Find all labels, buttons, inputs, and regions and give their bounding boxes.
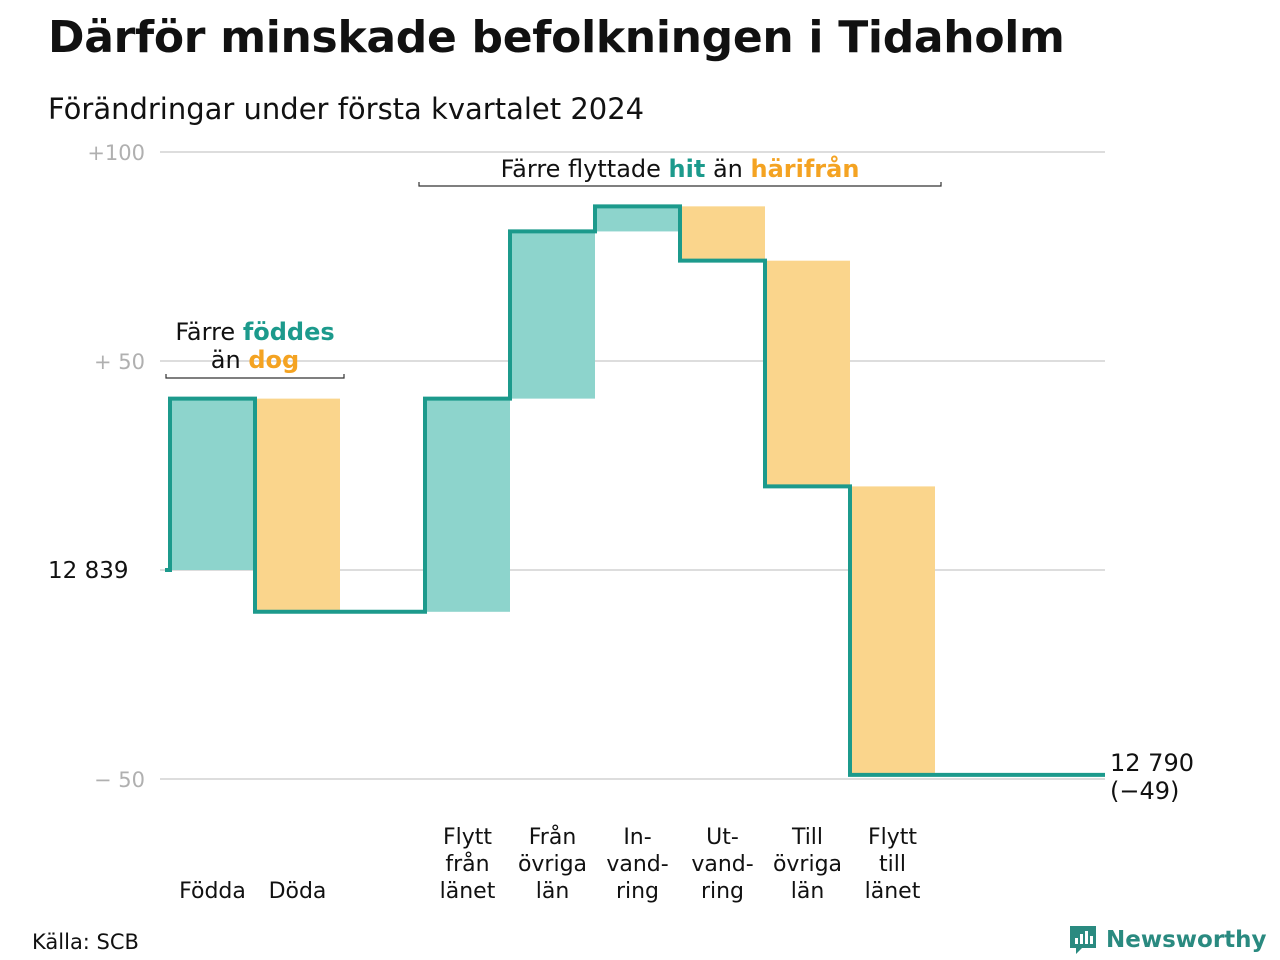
- chart-title: Därför minskade befolkningen i Tidaholm: [48, 12, 1065, 63]
- waterfall-bar: [680, 206, 765, 261]
- annotation-births-vs-deaths: Färre föddes än dog: [175, 318, 334, 374]
- category-label: In-vand-ring: [606, 825, 668, 904]
- waterfall-bar: [510, 231, 595, 399]
- category-label: Ut-vand-ring: [691, 825, 753, 904]
- category-label: Döda: [269, 879, 327, 904]
- waterfall-bar: [425, 398, 510, 612]
- waterfall-bar: [170, 398, 255, 570]
- y-tick-label: +100: [87, 141, 145, 165]
- waterfall-bar: [255, 398, 340, 612]
- cumulative-step-line: [165, 204, 1105, 777]
- waterfall-bar: [595, 206, 680, 232]
- annotation-bracket: [418, 182, 942, 187]
- category-label: Födda: [179, 879, 246, 904]
- y-tick-label: + 50: [94, 350, 145, 374]
- brand-logo: Newsworthy: [1068, 924, 1267, 956]
- newsworthy-logo-icon: [1070, 926, 1096, 954]
- end-change-label: (−49): [1110, 777, 1179, 805]
- category-label: Från övriga län: [518, 824, 587, 904]
- annotation-moves-in-vs-out: Färre flyttade hit än härifrån: [501, 154, 860, 183]
- waterfall-bar: [850, 486, 935, 775]
- waterfall-bar: [765, 260, 850, 487]
- annotation-bracket: [165, 374, 345, 379]
- source-note: Källa: SCB: [32, 930, 139, 954]
- category-label: Flytt från länet: [440, 825, 496, 904]
- brand-name: Newsworthy: [1106, 927, 1267, 953]
- chart-subtitle: Förändringar under första kvartalet 2024: [48, 92, 645, 126]
- category-label: Till övriga län: [773, 825, 842, 904]
- end-value-label: 12 790: [1110, 749, 1194, 777]
- y-tick-label: − 50: [94, 768, 145, 792]
- category-label: Flytt till länet: [865, 825, 921, 904]
- start-value-label: 12 839: [48, 558, 128, 584]
